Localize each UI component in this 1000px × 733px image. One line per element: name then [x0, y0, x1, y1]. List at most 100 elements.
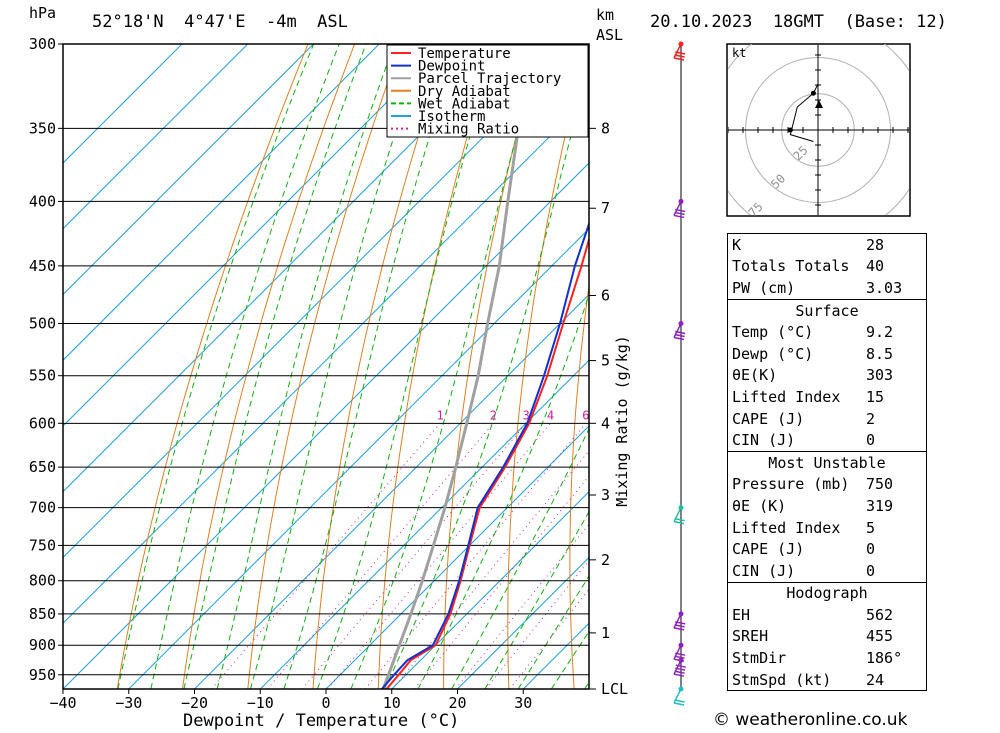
hodo-value: 186°: [866, 649, 903, 668]
hodo-label: SREH: [732, 627, 769, 646]
mixing-ratio-line: [327, 422, 551, 689]
header-datetime: 20.10.2023 18GMT (Base: 12): [650, 12, 947, 32]
legend-entry: Temperature: [418, 46, 511, 62]
hodo-value: 24: [866, 670, 885, 689]
mixing-ratio-line: [414, 475, 589, 689]
surface-row: CAPE (J) 2: [728, 408, 926, 430]
pressure-tick-label: 500: [29, 315, 56, 333]
copyright: © weatheronline.co.uk: [713, 710, 907, 730]
isobars: [63, 44, 589, 676]
general-value: 3.03: [866, 278, 903, 297]
barb-flag: [673, 702, 685, 706]
isotherm-line: [63, 44, 183, 164]
hodograph-trace: [789, 83, 819, 142]
barb-flag: [674, 670, 685, 674]
mixing-ratio-label: 2: [490, 408, 497, 422]
unstable-title: Most Unstable: [768, 453, 886, 472]
unstable-label: θE (K): [732, 496, 787, 515]
pressure-tick-label: 450: [29, 257, 56, 275]
isotherm-line: [63, 162, 589, 689]
wet-adiabat-line: [216, 44, 395, 689]
hodo-row: EH 562: [728, 604, 926, 626]
barb-flag: [674, 699, 685, 703]
barb-flag: [675, 667, 686, 671]
header-units-asl: ASL: [596, 26, 624, 44]
unstable-value: 319: [866, 496, 894, 515]
general-label: PW (cm): [732, 278, 796, 297]
wet-adiabat-line: [316, 44, 499, 689]
hodograph-inner: [728, 44, 909, 215]
surface-row: CIN (J) 0: [728, 429, 926, 451]
isotherm-line: [325, 425, 589, 689]
x-tick-label: 30: [514, 694, 532, 712]
legend-entry: Isotherm: [418, 109, 485, 125]
km-tick-label: 6: [601, 286, 610, 304]
pressure-tick-label: 600: [29, 414, 56, 432]
mixing-ratio-label: 1: [436, 408, 443, 422]
surface-row: Temp (°C) 9.2: [728, 321, 926, 343]
dry-adiabat-line: [377, 44, 495, 689]
isotherm-line: [259, 359, 589, 689]
header-units-km: km: [596, 6, 615, 24]
unstable-row: CAPE (J) 0: [728, 538, 926, 560]
barb-flag: [673, 627, 685, 631]
barb-flag: [673, 520, 685, 525]
dry-adiabat-line: [569, 281, 589, 689]
surface-row: Dewp (°C) 8.5: [728, 343, 926, 365]
mixing-ratio-labels: 1 2 3 4 6 8 10 15 20 25: [436, 408, 589, 422]
header-units-left: hPa: [29, 4, 57, 22]
isotherm-line: [63, 44, 446, 427]
mixing-ratio-line: [301, 422, 527, 689]
barb-flag: [675, 330, 686, 335]
surface-label: θE(K): [732, 366, 778, 385]
general-label: K: [732, 235, 742, 254]
unstable-row: Pressure (mb) 750: [728, 474, 926, 496]
surface-row: θE(K) 303: [728, 365, 926, 387]
dry-adiabat-line: [247, 44, 402, 689]
hodo-row: StmSpd (kt) 24: [728, 669, 926, 691]
barb-flag: [674, 333, 685, 338]
surface-value: 8.5: [866, 344, 894, 363]
hodo-row: SREH 455: [728, 626, 926, 648]
plot-frame: [62, 43, 590, 690]
barb-flag: [673, 336, 685, 341]
wind-barb: [673, 201, 686, 219]
surface-label: Dewp (°C): [732, 344, 814, 363]
wet-adiabats: [117, 44, 589, 689]
barb-flag: [674, 54, 685, 58]
general-row: Totals Totals 40: [728, 256, 926, 278]
hodo-value: 455: [866, 627, 894, 646]
general-label: Totals Totals: [732, 257, 850, 276]
general-value: 28: [866, 235, 885, 254]
temperature-line: [385, 235, 589, 689]
isotherms: [63, 44, 589, 689]
plot-area: 1 2 3 4 6 8 10 15 20 25: [63, 44, 727, 689]
surface-label: CIN (J): [732, 431, 796, 450]
general-row: K 28: [728, 234, 926, 256]
x-tick-label: 20: [448, 694, 466, 712]
unstable-value: 0: [866, 561, 876, 580]
hodograph-indices: Hodograph EH 562 SREH 455 StmDir 186° StmSpd (…: [727, 582, 927, 692]
dry-adiabat-line: [630, 44, 681, 689]
unstable-value: 750: [866, 475, 894, 494]
hodo-row: StmDir 186°: [728, 647, 926, 669]
x-tick-label: 10: [383, 694, 401, 712]
mixing-ratio-lines: [211, 422, 589, 689]
wet-adiabat-line: [150, 44, 340, 689]
dry-adiabat-line: [688, 44, 727, 689]
surface-value: 15: [866, 387, 885, 406]
legend-entry: Parcel Trajectory: [418, 71, 561, 87]
barb-flag: [675, 208, 686, 213]
wind-barb: [673, 323, 686, 341]
km-tick-label: LCL: [601, 680, 628, 698]
mixing-ratio-label: 4: [547, 408, 554, 422]
surface-value: 303: [866, 366, 894, 385]
mixing-ratio-line: [211, 422, 441, 689]
x-tick-label: 0: [321, 694, 330, 712]
barb-flag: [673, 673, 685, 677]
pressure-tick-label: 850: [29, 605, 56, 623]
surface-value: 0: [866, 431, 876, 450]
legend-entry: Dewpoint: [418, 59, 485, 75]
isotherm-line: [63, 44, 512, 493]
